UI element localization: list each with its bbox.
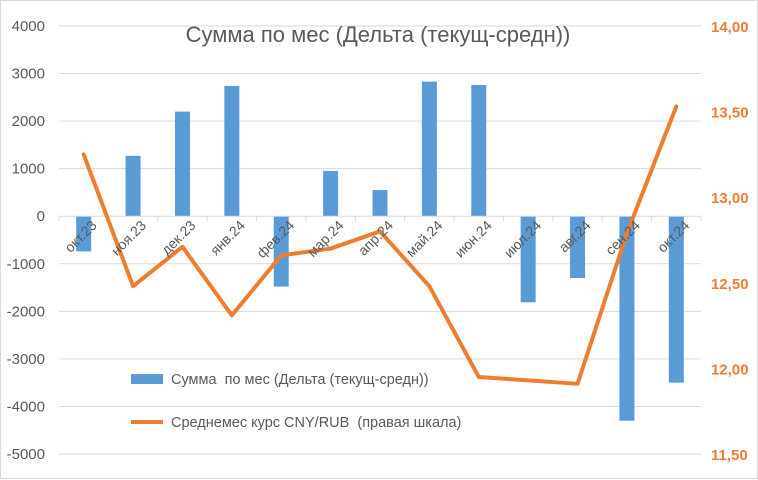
left-tick-label: -3000: [7, 351, 45, 368]
legend: Сумма по мес (Дельта (текущ-средн)) Сред…: [131, 372, 461, 431]
right-tick-label: 11,50: [711, 447, 748, 464]
category-label: май.24: [403, 217, 446, 260]
left-tick-label: -5000: [7, 446, 45, 463]
right-tick-label: 12,50: [711, 276, 749, 293]
left-tick-label: 4000: [12, 18, 45, 35]
legend-bar-label: Сумма по мес (Дельта (текущ-средн)): [171, 372, 429, 388]
left-tick-label: 2000: [12, 113, 45, 130]
left-axis-ticks: 4000 3000 2000 1000 0 -1000 -2000 -3000 -4000 -50…: [7, 18, 45, 463]
left-tick-label: 3000: [12, 66, 45, 83]
right-tick-label: 13,50: [711, 105, 749, 122]
right-tick-label: 13,00: [711, 190, 749, 207]
bar: [422, 82, 437, 217]
bar: [323, 171, 338, 216]
left-tick-label: -1000: [7, 256, 45, 273]
legend-bar-swatch: [131, 374, 163, 384]
category-label: июн.24: [451, 217, 495, 261]
chart-title: Сумма по мес (Дельта (текущ-средн)): [186, 22, 571, 47]
bar: [373, 190, 388, 216]
category-label: янв.24: [207, 217, 248, 258]
right-axis-ticks: 14,00 13,50 13,00 12,50 12,00 11,50: [711, 19, 749, 464]
category-label: мар.24: [304, 217, 347, 260]
bar: [224, 86, 239, 216]
left-tick-label: 0: [37, 208, 45, 225]
right-tick-label: 14,00: [711, 19, 749, 36]
bar: [471, 85, 486, 216]
right-tick-label: 12,00: [711, 361, 749, 378]
legend-line-label: Среднемес курс CNY/RUB (правая шкала): [171, 415, 461, 431]
left-tick-label: -2000: [7, 303, 45, 320]
left-tick-label: -4000: [7, 398, 45, 415]
left-tick-label: 1000: [12, 161, 45, 178]
bar: [175, 112, 190, 217]
bar: [126, 156, 141, 216]
